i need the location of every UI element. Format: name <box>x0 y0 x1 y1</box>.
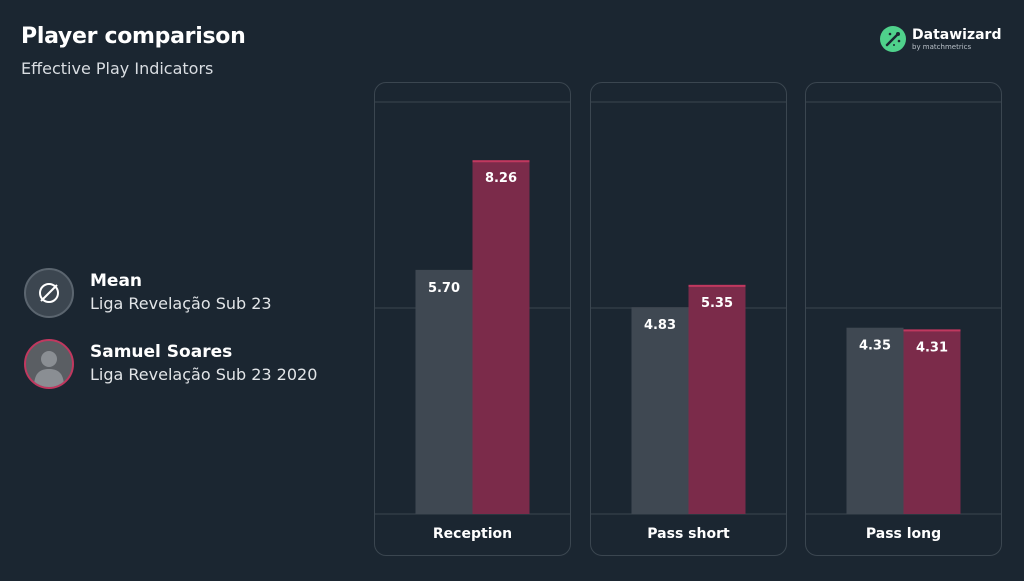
legend-item-mean: Mean Liga Revelação Sub 23 <box>24 268 272 318</box>
data-label-pass-long-mean: 4.35 <box>859 339 891 354</box>
bar-reception-mean <box>415 269 473 514</box>
datawizard-logo-icon <box>880 26 906 52</box>
panel-reception: Reception <box>374 82 571 556</box>
legend-item-player: Samuel Soares Liga Revelação Sub 23 2020 <box>24 339 317 389</box>
bar-pass-short-mean <box>631 307 689 514</box>
panel-pass-short: Pass short <box>590 82 787 556</box>
brand-name: Datawizard <box>912 26 1002 43</box>
category-label-pass-short: Pass short <box>647 526 730 542</box>
legend-name-mean: Mean <box>90 271 143 291</box>
brand: Datawizard by matchmetrics <box>880 22 1001 56</box>
legend-name-player: Samuel Soares <box>90 342 233 362</box>
page-subtitle: Effective Play Indicators <box>21 59 214 78</box>
legend-competition-player: Liga Revelação Sub 23 2020 <box>90 365 318 384</box>
bar-top-accent-reception <box>472 160 530 163</box>
data-label-reception-player: 8.26 <box>485 171 517 186</box>
page-title: Player comparison <box>21 24 246 49</box>
bar-top-accent-pass-long <box>903 329 961 332</box>
category-label-reception: Reception <box>432 526 513 542</box>
panel-pass-long: Pass long <box>805 82 1002 556</box>
empty-set-icon <box>24 268 74 318</box>
brand-tagline: by matchmetrics <box>912 42 972 51</box>
legend-competition-mean: Liga Revelação Sub 23 <box>90 294 272 313</box>
data-label-pass-long-player: 4.31 <box>916 340 948 355</box>
player-avatar-icon <box>24 339 74 389</box>
bar-pass-short-player <box>688 284 746 514</box>
data-label-reception-mean: 5.70 <box>428 281 460 296</box>
data-label-pass-short-mean: 4.83 <box>644 318 676 333</box>
bar-reception-player <box>472 160 530 515</box>
bar-pass-long-player <box>903 329 961 514</box>
category-label-pass-long: Pass long <box>865 526 942 542</box>
data-label-pass-short-player: 5.35 <box>701 296 733 311</box>
bar-top-accent-pass-short <box>688 284 746 287</box>
bar-pass-long-mean <box>846 327 904 514</box>
